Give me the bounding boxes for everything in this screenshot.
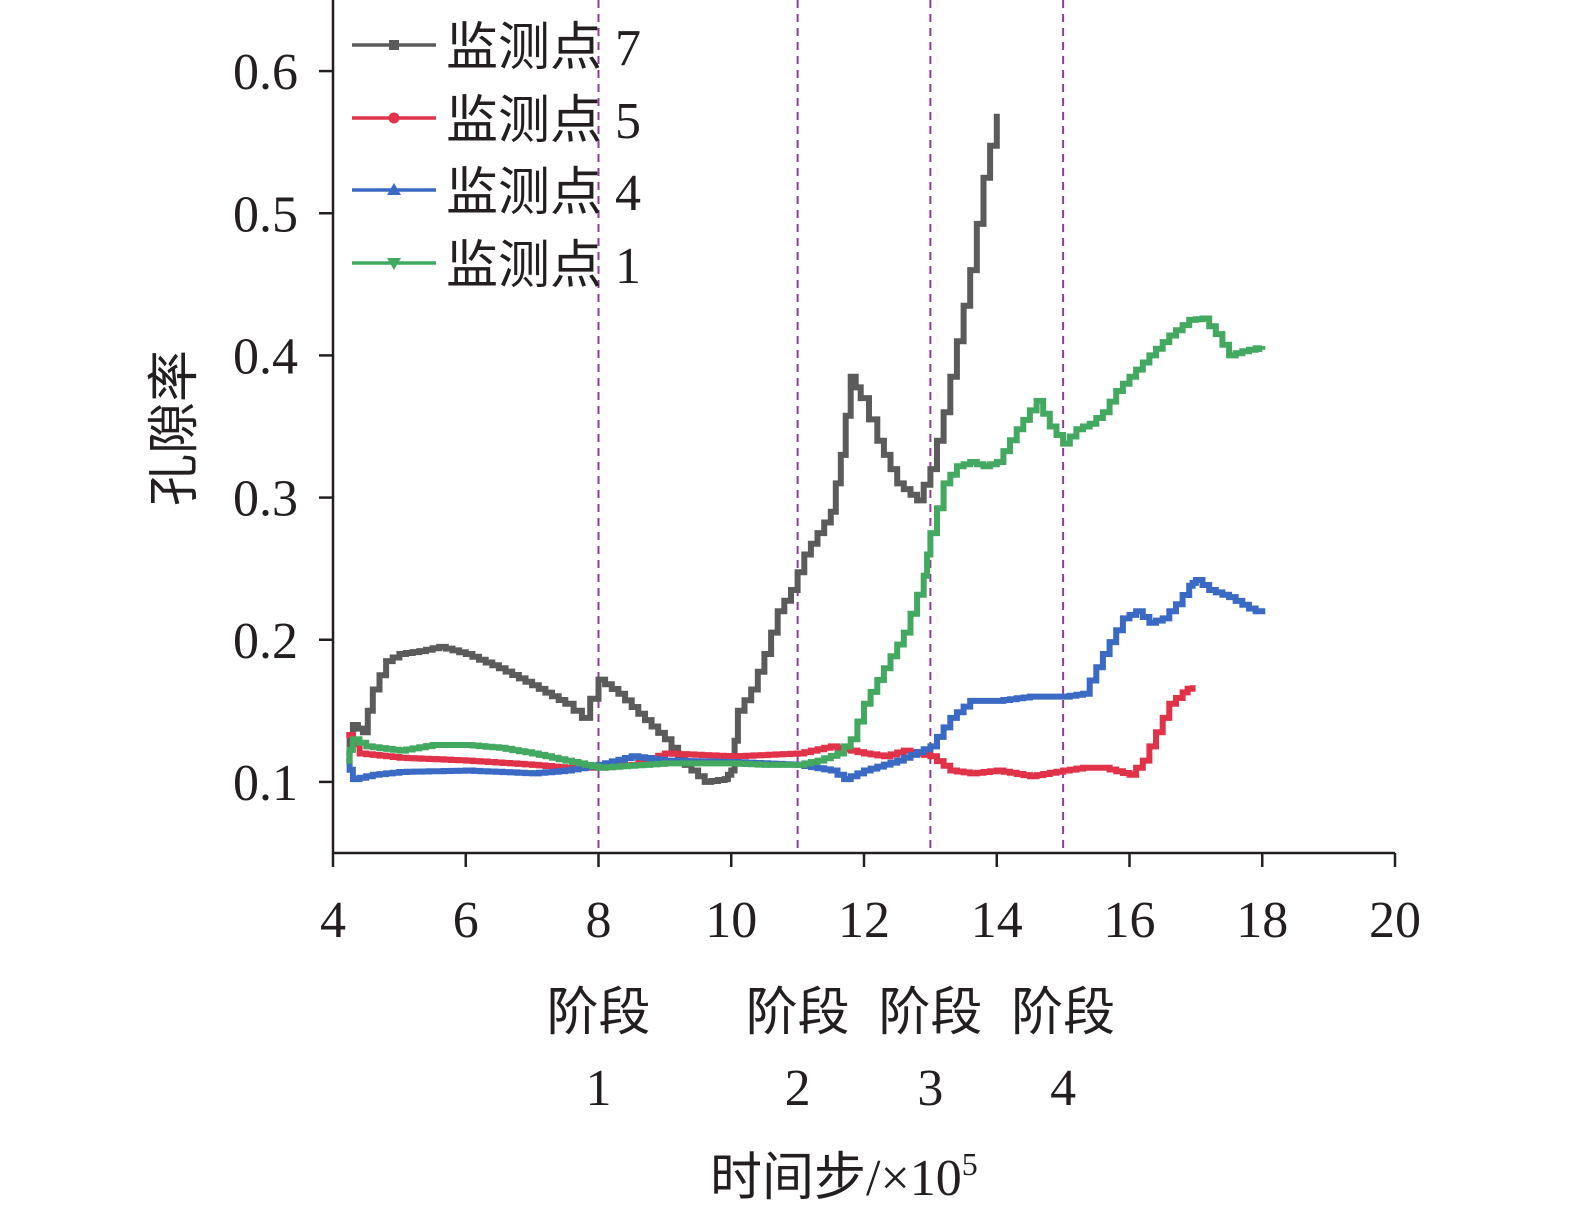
- x-axis-title-exponent: 5: [962, 1146, 978, 1182]
- stage-labels: 阶段 1 阶段 2 阶段 3 阶段 4: [546, 985, 1115, 1117]
- legend: 监测点 7 监测点 5 监测点 4 监测点 1: [352, 20, 641, 295]
- x-tick-label: 6: [453, 892, 479, 949]
- series-lines: [346, 113, 1266, 785]
- x-axis-title: 时间步/×105: [710, 1146, 978, 1207]
- y-tick-label: 0.4: [233, 328, 298, 385]
- legend-marker-square: [389, 40, 399, 50]
- x-tick-label: 16: [1104, 892, 1156, 949]
- stage-label-word: 阶段: [546, 985, 650, 1042]
- legend-label: 监测点 5: [446, 93, 641, 150]
- series-line-监测点-5: [346, 685, 1196, 780]
- y-tick-label: 0.5: [233, 186, 298, 243]
- x-axis-title-main: 时间步/×10: [710, 1150, 962, 1207]
- stage-label-number: 1: [586, 1060, 612, 1117]
- stage-label-word: 阶段: [878, 985, 982, 1042]
- legend-marker-triangle-up: [387, 183, 401, 195]
- stage-divider-lines: [597, 0, 1065, 853]
- y-tick-label: 0.6: [233, 44, 298, 101]
- series-line-监测点-1: [346, 315, 1266, 771]
- x-tick-label: 8: [586, 892, 612, 949]
- y-tick-label: 0.1: [233, 755, 298, 812]
- legend-marker-circle: [388, 112, 400, 124]
- legend-label: 监测点 7: [446, 20, 641, 77]
- x-tick-label: 20: [1369, 892, 1421, 949]
- x-tick-label: 18: [1236, 892, 1288, 949]
- legend-label: 监测点 4: [446, 165, 641, 222]
- stage-label-word: 阶段: [746, 985, 850, 1042]
- stage-label-word: 阶段: [1011, 985, 1115, 1042]
- y-axis-title: 孔隙率: [147, 350, 204, 506]
- x-tick-label: 12: [838, 892, 890, 949]
- y-tick-label: 0.3: [233, 471, 298, 528]
- stage-label-number: 2: [785, 1060, 811, 1117]
- x-tick-label: 4: [320, 892, 346, 949]
- x-tick-label: 10: [705, 892, 757, 949]
- stage-label-number: 3: [917, 1060, 943, 1117]
- stage-label-number: 4: [1050, 1060, 1076, 1117]
- series-line-监测点-7: [346, 113, 1000, 785]
- legend-label: 监测点 1: [446, 238, 641, 295]
- x-tick-label: 14: [971, 892, 1023, 949]
- y-tick-label: 0.2: [233, 613, 298, 670]
- axis-ticks: 4 6 8 10 12 14 16 18 20 0.1 0.2 0.3 0.4 0.5 0.6: [233, 44, 1421, 949]
- legend-marker-triangle-down: [387, 258, 401, 270]
